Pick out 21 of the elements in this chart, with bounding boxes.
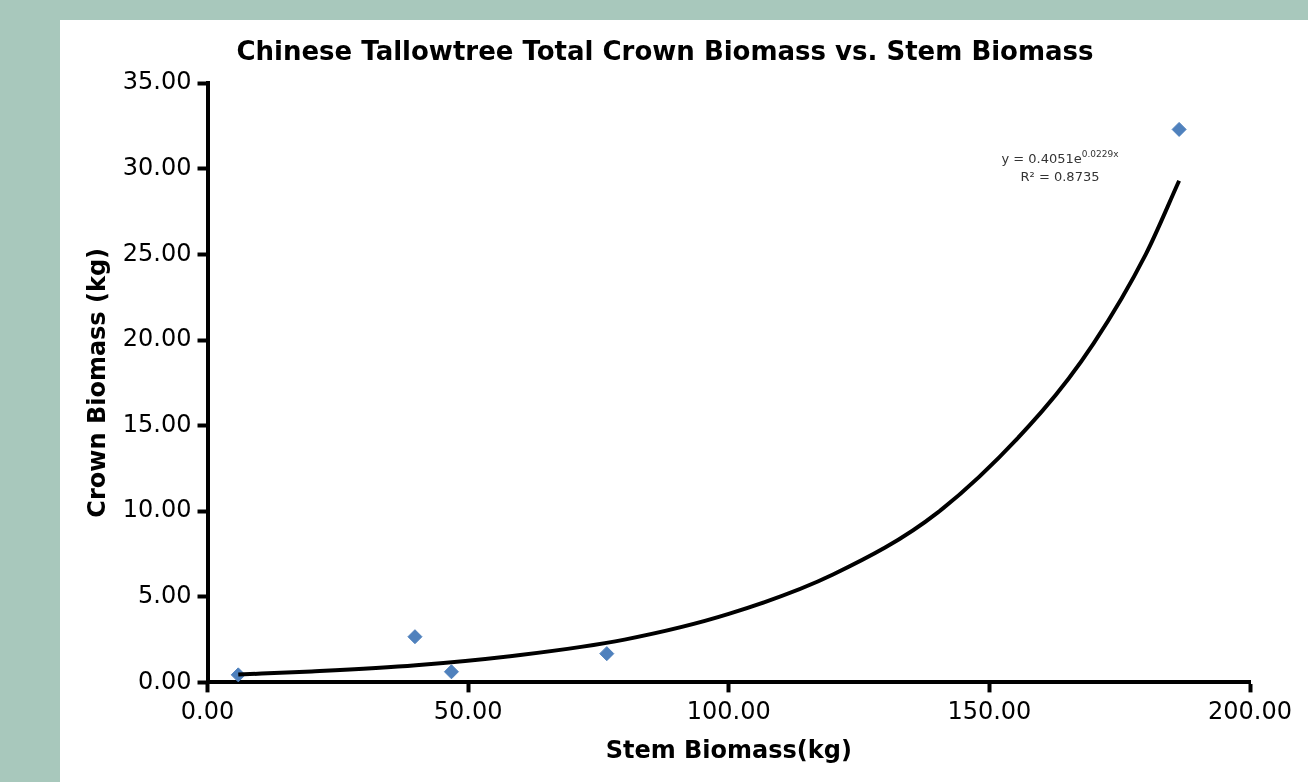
point: [407, 629, 423, 645]
x-tick-label: 200.00: [1208, 697, 1292, 726]
point: [1171, 121, 1187, 137]
y-tick-label: 10.00: [122, 495, 192, 524]
y-tick-label: 5.00: [138, 581, 192, 610]
x-tick-label: 100.00: [686, 697, 771, 726]
y-tick-label: 20.00: [122, 324, 192, 353]
y-tick-label: 15.00: [122, 409, 192, 438]
x-axis-title: Stem Biomass(kg): [605, 735, 852, 764]
point: [443, 664, 459, 680]
y-tick-label: 0.00: [138, 666, 192, 695]
annotation: R² = 0.8735: [1020, 169, 1100, 185]
chart-title: Chinese Tallowtree Total Crown Biomass vs. Stem Biomass: [236, 36, 1094, 67]
y-tick-label: 25.00: [122, 238, 192, 267]
x-tick-label: 150.00: [947, 697, 1032, 726]
y-tick-label: 30.00: [122, 153, 192, 182]
point: [599, 646, 615, 662]
x-tick-label: 50.00: [433, 697, 503, 726]
x-tick-label: 0.00: [180, 697, 235, 726]
y-axis-title: Crown Biomass (kg): [82, 247, 111, 518]
y-tick-label: 35.00: [122, 67, 192, 96]
